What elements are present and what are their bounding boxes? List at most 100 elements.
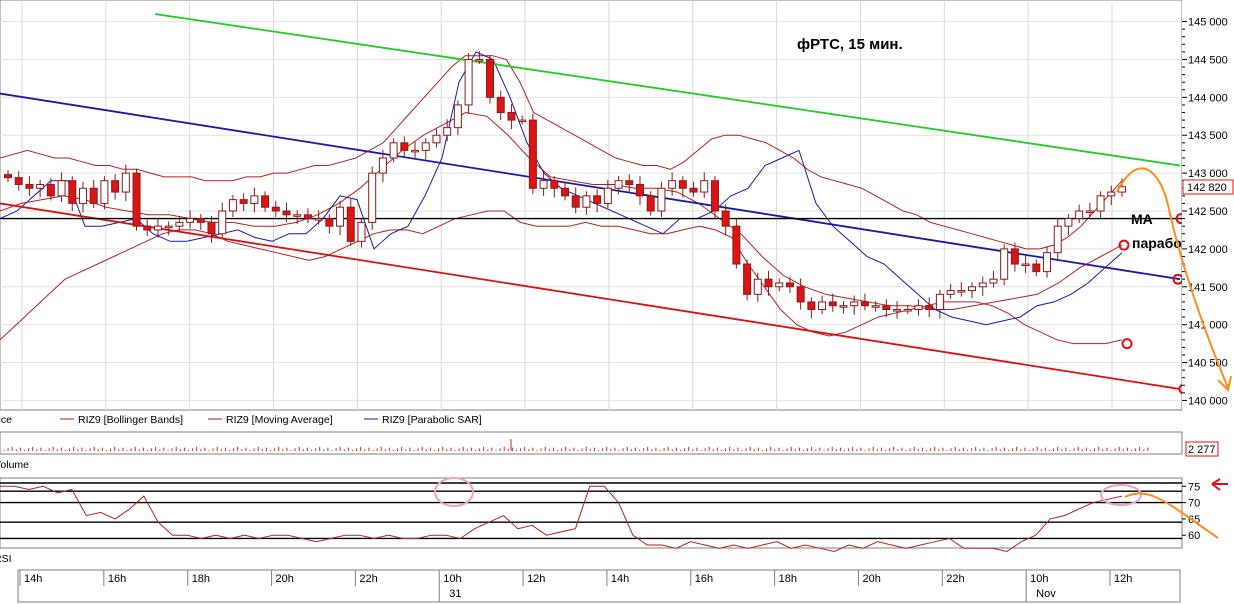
candle-up bbox=[389, 142, 398, 159]
candle-down bbox=[550, 180, 559, 189]
candle-up bbox=[657, 187, 666, 212]
candle-down bbox=[239, 199, 248, 204]
price-tick-label: 144 000 bbox=[1188, 92, 1228, 104]
candle-down bbox=[689, 187, 698, 193]
candle-down bbox=[571, 195, 580, 208]
candle-down bbox=[635, 183, 644, 197]
time-axis bbox=[17, 569, 1181, 603]
candle-down bbox=[732, 225, 741, 265]
candle-up bbox=[1107, 191, 1116, 197]
candle-up bbox=[186, 218, 195, 223]
candle-up bbox=[378, 157, 387, 174]
price-tick-label: 143 500 bbox=[1188, 130, 1228, 142]
candle-up bbox=[957, 290, 966, 293]
rsi-tick-label: 75 bbox=[1188, 481, 1200, 493]
time-label: 22h bbox=[359, 573, 377, 585]
candle-up bbox=[775, 282, 784, 288]
candle-down bbox=[507, 112, 516, 121]
time-label: 18h bbox=[192, 573, 210, 585]
candle-up bbox=[700, 180, 709, 193]
time-label: 12h bbox=[1114, 573, 1132, 585]
candle-up bbox=[582, 195, 591, 208]
candle-up bbox=[100, 180, 109, 204]
candle-up bbox=[1064, 218, 1073, 227]
candle-up bbox=[475, 58, 484, 62]
time-label: 20h bbox=[276, 573, 294, 585]
candle-down bbox=[14, 177, 23, 185]
price-tick-label: 145 000 bbox=[1188, 17, 1228, 29]
candle-up bbox=[668, 180, 677, 189]
marker-circle bbox=[1121, 338, 1133, 350]
candle-up bbox=[839, 305, 848, 308]
date-label: Nov bbox=[1036, 588, 1056, 600]
candle-down bbox=[46, 183, 55, 197]
channel-top-line bbox=[154, 13, 1181, 167]
candle-down bbox=[400, 142, 409, 151]
candle-down bbox=[625, 180, 634, 185]
volume-value-box bbox=[1185, 441, 1219, 457]
trend-channels bbox=[0, 13, 1182, 390]
candle-up bbox=[153, 225, 162, 231]
time-axis-ticks: 14h 16h 18h 20h 22h 10h 12h 14h 16h 18h 20h 22h 10h 1… bbox=[19, 570, 1132, 602]
candle-down bbox=[528, 119, 537, 189]
price-axis-ticks: 145 000 144 500 144 000 143 500 143 000 142 5… bbox=[1182, 17, 1228, 407]
time-label: 18h bbox=[779, 573, 797, 585]
candle-up bbox=[411, 149, 420, 153]
candle-down bbox=[68, 180, 77, 204]
candle-up bbox=[421, 142, 430, 151]
candle-up bbox=[175, 221, 184, 227]
candle-up bbox=[36, 183, 45, 189]
rsi-highlight bbox=[1100, 484, 1142, 506]
candle-up bbox=[357, 221, 366, 242]
last-price-label: 142 820 bbox=[1187, 182, 1227, 194]
candle-down bbox=[882, 305, 891, 311]
candle-down bbox=[593, 195, 602, 204]
candle-up bbox=[935, 293, 944, 311]
candle-down bbox=[196, 218, 205, 223]
bollinger-lower bbox=[0, 210, 1123, 345]
candle-up bbox=[250, 195, 259, 204]
forecast-arrows bbox=[1116, 167, 1232, 539]
candle-up bbox=[946, 290, 955, 295]
legend-entry: RIZ9 [Bollinger Bands] bbox=[78, 414, 183, 426]
candle-down bbox=[325, 218, 334, 227]
candlesticks bbox=[4, 51, 1126, 319]
price-tick-label: 142 000 bbox=[1188, 244, 1228, 256]
candle-down bbox=[486, 58, 495, 98]
candle-down bbox=[132, 172, 141, 227]
candle-down bbox=[4, 174, 12, 179]
candle-down bbox=[346, 206, 355, 242]
candle-up bbox=[453, 104, 462, 129]
candle-down bbox=[303, 214, 312, 220]
candle-up bbox=[368, 172, 377, 223]
candle-down bbox=[828, 301, 837, 307]
candle-down bbox=[860, 301, 869, 307]
candle-up bbox=[914, 305, 923, 311]
candle-down bbox=[807, 301, 816, 310]
candle-up bbox=[603, 187, 612, 204]
candle-down bbox=[496, 96, 505, 113]
candle-up bbox=[968, 286, 977, 292]
rsi-tick-label: 70 bbox=[1188, 498, 1200, 510]
time-label: 14h bbox=[611, 573, 629, 585]
rsi-line bbox=[0, 485, 1123, 553]
candle-up bbox=[1096, 195, 1105, 212]
time-label: 10h bbox=[443, 573, 461, 585]
rsi-indicator bbox=[0, 477, 1182, 553]
price-tick-label: 143 000 bbox=[1188, 168, 1228, 180]
time-label: 10h bbox=[1030, 573, 1048, 585]
volume-panel-label: Volume bbox=[0, 459, 29, 471]
candle-up bbox=[121, 172, 130, 193]
candle-up bbox=[753, 278, 762, 295]
price-axis bbox=[1182, 0, 1234, 410]
candle-down bbox=[89, 187, 98, 204]
candle-down bbox=[925, 305, 934, 311]
legend-entry: RIZ9 [Parabolic SAR] bbox=[382, 414, 482, 426]
candle-up bbox=[903, 309, 912, 312]
candle-up bbox=[978, 282, 987, 288]
candle-down bbox=[561, 187, 569, 197]
annotation-ma: MA bbox=[1131, 211, 1153, 227]
chart-title: фРТС, 15 мин. bbox=[797, 36, 903, 53]
